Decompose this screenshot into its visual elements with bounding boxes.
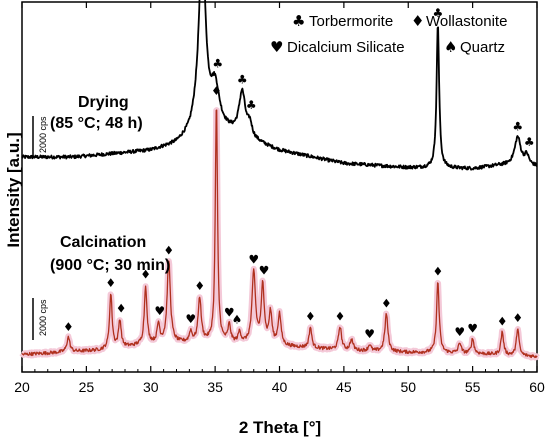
peak-marker-0-2: ♣ [237, 72, 248, 86]
peak-marker-1-13: ♦ [305, 310, 316, 324]
x-tick-label-30: 30 [143, 379, 159, 395]
legend-label-dicalcium-silicate: Dicalcium Silicate [287, 39, 405, 56]
legend-label-torbermorite: Torbermorite [309, 13, 393, 30]
peak-marker-1-20: ♦ [497, 314, 508, 328]
calcination-label-line2: (900 °C; 30 min) [50, 257, 170, 274]
peak-marker-1-18: ♥ [454, 325, 465, 339]
x-tick-label-35: 35 [207, 379, 223, 395]
calcination-scale-label: 2000 cps [38, 299, 48, 336]
peak-marker-0-6: ♣ [524, 135, 535, 149]
legend-label-quartz: Quartz [460, 39, 505, 56]
peak-marker-1-14: ♦ [335, 309, 346, 323]
legend-symbol-quartz: ♠ [444, 38, 457, 56]
drying-line [21, 0, 538, 171]
legend-symbol-dicalcium-silicate: ♥ [270, 38, 283, 56]
peak-marker-1-5: ♦ [163, 243, 174, 257]
calcination-label-line1: Calcination [60, 234, 146, 251]
peak-marker-0-1: ♣ [212, 56, 223, 70]
peak-marker-1-8: ♦ [211, 84, 222, 98]
peak-marker-1-17: ♦ [433, 264, 444, 278]
drying-label-line2: (85 °C; 48 h) [50, 115, 143, 132]
x-tick-label-60: 60 [529, 379, 545, 395]
legend-symbol-torbermorite: ♣ [292, 12, 305, 30]
peak-marker-0-5: ♣ [512, 119, 523, 133]
peak-marker-1-7: ♦ [194, 279, 205, 293]
axis-layer: 20 25 30 35 40 45 50 55 60 [14, 2, 545, 395]
peak-marker-1-1: ♦ [105, 276, 116, 290]
calcination-line [21, 109, 538, 359]
peak-marker-1-4: ♥ [154, 304, 165, 318]
peak-marker-1-21: ♦ [512, 311, 523, 325]
legend-label-wollastonite: Wollastonite [426, 13, 507, 30]
peak-marker-1-16: ♦ [381, 297, 392, 311]
peak-marker-1-0: ♦ [63, 320, 74, 334]
peak-marker-1-10: ♠ [232, 313, 243, 327]
peak-marker-1-2: ♦ [116, 301, 127, 315]
drying-scale-label: 2000 cps [38, 116, 48, 153]
y-axis-title: Intensity [a.u.] [4, 132, 23, 247]
peak-marker-1-19: ♥ [467, 321, 478, 335]
x-tick-label-25: 25 [79, 379, 95, 395]
x-tick-label-45: 45 [336, 379, 352, 395]
peak-marker-1-15: ♥ [364, 327, 375, 341]
x-tick-label-50: 50 [400, 379, 416, 395]
peak-marker-0-4: ♣ [433, 6, 444, 20]
legend: ♣ Torbermorite ♦ Wollastonite ♥ Dicalciu… [270, 12, 507, 56]
x-tick-label-20: 20 [14, 379, 30, 395]
series-layer [19, 0, 540, 361]
x-tick-label-40: 40 [272, 379, 288, 395]
drying-label-line1: Drying [78, 94, 129, 111]
peak-marker-1-9: ♥ [224, 305, 235, 319]
peak-marker-0-3: ♣ [246, 98, 257, 112]
peak-marker-1-3: ♦ [140, 268, 151, 282]
peak-marker-1-6: ♥ [185, 312, 196, 326]
peak-marker-1-12: ♥ [259, 263, 270, 277]
x-tick-label-55: 55 [465, 379, 481, 395]
legend-symbol-wollastonite: ♦ [411, 12, 424, 30]
x-axis-title: 2 Theta [°] [239, 418, 321, 437]
peak-marker-1-11: ♥ [248, 253, 259, 267]
marker-layer: ♣♣♣♣♣♣♣♦♦♦♦♥♦♥♦♦♥♠♥♥♦♦♥♦♦♥♥♦♦ [63, 6, 535, 341]
